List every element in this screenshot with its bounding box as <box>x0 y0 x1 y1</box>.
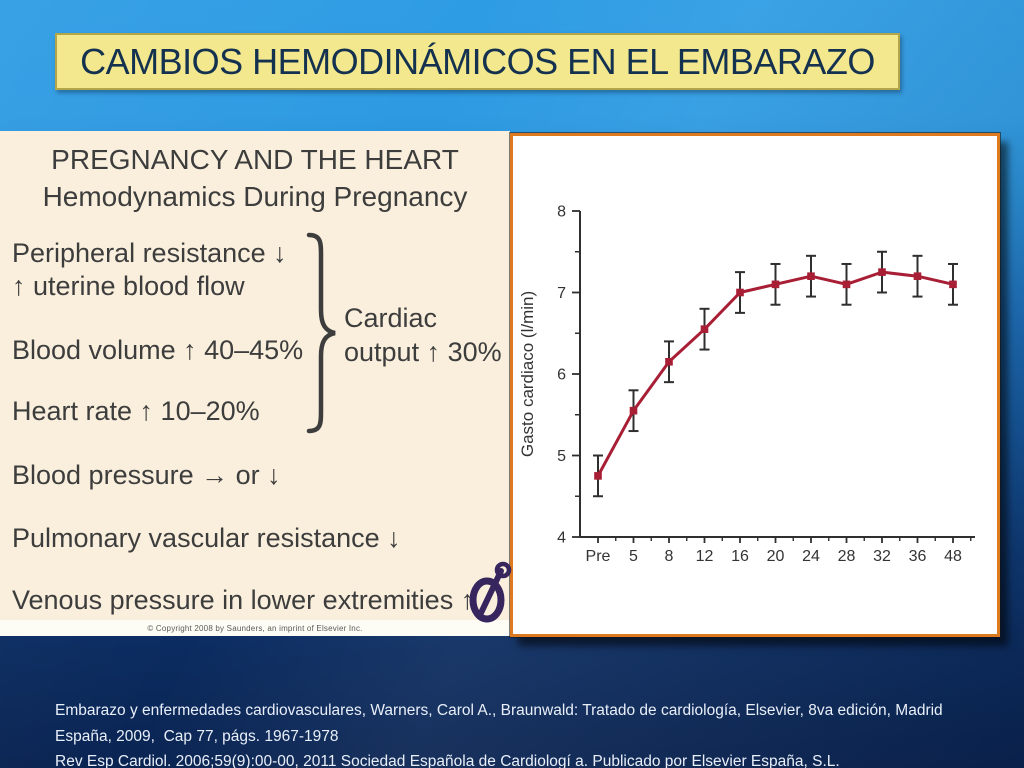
svg-text:4: 4 <box>557 530 566 547</box>
figure-item-peripheral-resistance: Peripheral resistance ↓ <box>12 238 287 268</box>
svg-text:20: 20 <box>767 548 785 565</box>
figure-heading-line1: PREGNANCY AND THE HEART <box>51 144 459 175</box>
figure-item-uterine-blood-flow: ↑ uterine blood flow <box>12 271 245 301</box>
svg-text:5: 5 <box>629 548 638 565</box>
svg-text:16: 16 <box>731 548 749 565</box>
svg-text:32: 32 <box>873 548 891 565</box>
slide-title: CAMBIOS HEMODINÁMICOS EN EL EMBARAZO <box>80 40 875 82</box>
svg-text:Pre: Pre <box>586 548 611 565</box>
svg-text:48: 48 <box>944 548 962 565</box>
svg-text:6: 6 <box>557 367 566 384</box>
svg-text:7: 7 <box>557 285 566 302</box>
svg-text:36: 36 <box>909 548 927 565</box>
svg-text:24: 24 <box>802 548 820 565</box>
figure-heading-line2: Hemodynamics During Pregnancy <box>42 181 468 212</box>
figure-copyright-text: © Copyright 2008 by Saunders, an imprint… <box>147 623 363 633</box>
figure-item-blood-volume: Blood volume ↑ 40–45% <box>12 335 304 365</box>
cardiac-output-line-chart: 4 5 6 7 8 Pre 5 8 12 16 20 24 28 32 36 48 Gasto cardiaco… <box>518 204 975 565</box>
pregnancy-heart-figure-panel: PREGNANCY AND THE HEART Hemodynamics Dur… <box>0 131 510 636</box>
citation-line-2: España, 2009, Cap 77, págs. 1967-1978 <box>55 727 339 745</box>
slide-title-banner: CAMBIOS HEMODINÁMICOS EN EL EMBARAZO <box>55 33 900 90</box>
figure-item-heart-rate: Heart rate ↑ 10–20% <box>12 396 260 426</box>
saunders-elsevier-logo-icon <box>469 561 512 623</box>
svg-text:12: 12 <box>696 548 714 565</box>
figure-copyright-strip: © Copyright 2008 by Saunders, an imprint… <box>0 620 510 636</box>
svg-text:8: 8 <box>665 548 674 565</box>
cardiac-output-chart-panel: 4 5 6 7 8 Pre 5 8 12 16 20 24 28 32 36 48 Gasto cardiaco… <box>510 133 1000 637</box>
figure-item-pulmonary-vascular-resistance: Pulmonary vascular resistance ↓ <box>12 523 401 553</box>
svg-text:Gasto cardiaco (l/min): Gasto cardiaco (l/min) <box>518 291 537 457</box>
figure-item-blood-pressure: Blood pressure → or ↓ <box>12 460 281 490</box>
svg-text:28: 28 <box>838 548 856 565</box>
figure-heading: PREGNANCY AND THE HEART Hemodynamics Dur… <box>0 141 510 215</box>
brace-right-icon <box>306 232 336 434</box>
citation-line-1: Embarazo y enfermedades cardiovasculares… <box>55 702 943 719</box>
citation-footer: Embarazo y enfermedades cardiovasculares… <box>55 698 985 768</box>
cardiac-output-label-line1: Cardiac <box>344 303 438 333</box>
cardiac-output-label-line2: output ↑ 30% <box>344 337 502 367</box>
svg-text:5: 5 <box>557 448 566 465</box>
svg-text:8: 8 <box>557 204 566 221</box>
figure-item-venous-pressure: Venous pressure in lower extremities ↑ <box>12 585 475 615</box>
cardiac-output-label: Cardiac output ↑ 30% <box>344 301 502 369</box>
citation-line-3: Rev Esp Cardiol. 2006;59(9):00-00, 2011 … <box>55 753 840 768</box>
